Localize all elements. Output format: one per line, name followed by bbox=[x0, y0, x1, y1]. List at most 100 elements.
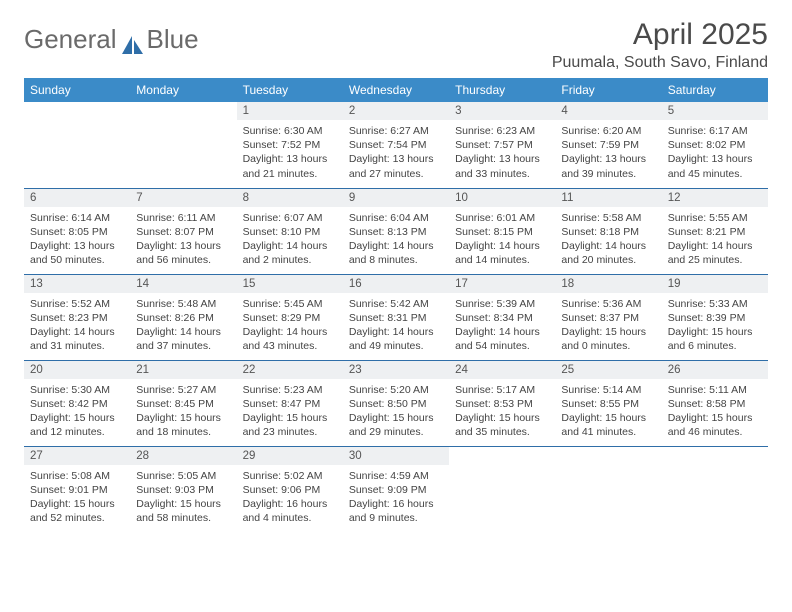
sunrise-line: Sunrise: 6:11 AM bbox=[136, 211, 230, 225]
daylight-line: Daylight: 13 hours and 45 minutes. bbox=[668, 152, 762, 180]
brand-part2: Blue bbox=[147, 24, 199, 55]
calendar-day-cell: 21Sunrise: 5:27 AMSunset: 8:45 PMDayligh… bbox=[130, 360, 236, 446]
sunrise-line: Sunrise: 5:11 AM bbox=[668, 383, 762, 397]
sunset-line: Sunset: 8:15 PM bbox=[455, 225, 549, 239]
daylight-line: Daylight: 14 hours and 2 minutes. bbox=[243, 239, 337, 267]
daylight-line: Daylight: 13 hours and 27 minutes. bbox=[349, 152, 443, 180]
sunrise-line: Sunrise: 5:05 AM bbox=[136, 469, 230, 483]
day-number: 19 bbox=[662, 275, 768, 293]
calendar-day-cell: 9Sunrise: 6:04 AMSunset: 8:13 PMDaylight… bbox=[343, 188, 449, 274]
sunrise-line: Sunrise: 5:27 AM bbox=[136, 383, 230, 397]
daylight-line: Daylight: 14 hours and 20 minutes. bbox=[561, 239, 655, 267]
sunset-line: Sunset: 8:45 PM bbox=[136, 397, 230, 411]
sunset-line: Sunset: 8:05 PM bbox=[30, 225, 124, 239]
daylight-line: Daylight: 15 hours and 35 minutes. bbox=[455, 411, 549, 439]
sunset-line: Sunset: 8:23 PM bbox=[30, 311, 124, 325]
calendar-week-row: 27Sunrise: 5:08 AMSunset: 9:01 PMDayligh… bbox=[24, 446, 768, 532]
sunset-line: Sunset: 9:09 PM bbox=[349, 483, 443, 497]
sunrise-line: Sunrise: 4:59 AM bbox=[349, 469, 443, 483]
weekday-header: Saturday bbox=[662, 78, 768, 102]
daylight-line: Daylight: 16 hours and 4 minutes. bbox=[243, 497, 337, 525]
sunset-line: Sunset: 9:01 PM bbox=[30, 483, 124, 497]
day-details: Sunrise: 5:48 AMSunset: 8:26 PMDaylight:… bbox=[130, 293, 236, 360]
sunset-line: Sunset: 8:02 PM bbox=[668, 138, 762, 152]
sunrise-line: Sunrise: 5:30 AM bbox=[30, 383, 124, 397]
calendar-day-cell: 7Sunrise: 6:11 AMSunset: 8:07 PMDaylight… bbox=[130, 188, 236, 274]
sunrise-line: Sunrise: 5:45 AM bbox=[243, 297, 337, 311]
sunset-line: Sunset: 8:58 PM bbox=[668, 397, 762, 411]
day-number: 17 bbox=[449, 275, 555, 293]
calendar-day-cell: .. bbox=[449, 446, 555, 532]
sunset-line: Sunset: 8:53 PM bbox=[455, 397, 549, 411]
day-details: Sunrise: 6:04 AMSunset: 8:13 PMDaylight:… bbox=[343, 207, 449, 274]
daylight-line: Daylight: 14 hours and 54 minutes. bbox=[455, 325, 549, 353]
calendar-table: SundayMondayTuesdayWednesdayThursdayFrid… bbox=[24, 78, 768, 532]
weekday-header: Friday bbox=[555, 78, 661, 102]
calendar-day-cell: 23Sunrise: 5:20 AMSunset: 8:50 PMDayligh… bbox=[343, 360, 449, 446]
sunset-line: Sunset: 8:50 PM bbox=[349, 397, 443, 411]
sunrise-line: Sunrise: 6:04 AM bbox=[349, 211, 443, 225]
sunrise-line: Sunrise: 6:14 AM bbox=[30, 211, 124, 225]
day-number: 12 bbox=[662, 189, 768, 207]
day-details: Sunrise: 5:27 AMSunset: 8:45 PMDaylight:… bbox=[130, 379, 236, 446]
sunset-line: Sunset: 7:57 PM bbox=[455, 138, 549, 152]
day-details: Sunrise: 5:58 AMSunset: 8:18 PMDaylight:… bbox=[555, 207, 661, 274]
day-number: 15 bbox=[237, 275, 343, 293]
day-details: Sunrise: 5:36 AMSunset: 8:37 PMDaylight:… bbox=[555, 293, 661, 360]
calendar-day-cell: 27Sunrise: 5:08 AMSunset: 9:01 PMDayligh… bbox=[24, 446, 130, 532]
day-details: Sunrise: 5:20 AMSunset: 8:50 PMDaylight:… bbox=[343, 379, 449, 446]
calendar-day-cell: 17Sunrise: 5:39 AMSunset: 8:34 PMDayligh… bbox=[449, 274, 555, 360]
day-details: Sunrise: 5:30 AMSunset: 8:42 PMDaylight:… bbox=[24, 379, 130, 446]
day-details: Sunrise: 5:14 AMSunset: 8:55 PMDaylight:… bbox=[555, 379, 661, 446]
calendar-day-cell: 13Sunrise: 5:52 AMSunset: 8:23 PMDayligh… bbox=[24, 274, 130, 360]
calendar-day-cell: 26Sunrise: 5:11 AMSunset: 8:58 PMDayligh… bbox=[662, 360, 768, 446]
sunrise-line: Sunrise: 5:39 AM bbox=[455, 297, 549, 311]
day-number: 11 bbox=[555, 189, 661, 207]
day-number: 10 bbox=[449, 189, 555, 207]
day-number: 2 bbox=[343, 102, 449, 120]
sunrise-line: Sunrise: 5:33 AM bbox=[668, 297, 762, 311]
calendar-day-cell: 2Sunrise: 6:27 AMSunset: 7:54 PMDaylight… bbox=[343, 102, 449, 188]
day-details: Sunrise: 5:52 AMSunset: 8:23 PMDaylight:… bbox=[24, 293, 130, 360]
day-details: Sunrise: 5:39 AMSunset: 8:34 PMDaylight:… bbox=[449, 293, 555, 360]
daylight-line: Daylight: 14 hours and 49 minutes. bbox=[349, 325, 443, 353]
calendar-day-cell: 16Sunrise: 5:42 AMSunset: 8:31 PMDayligh… bbox=[343, 274, 449, 360]
calendar-day-cell: 14Sunrise: 5:48 AMSunset: 8:26 PMDayligh… bbox=[130, 274, 236, 360]
day-number: 23 bbox=[343, 361, 449, 379]
calendar-day-cell: 22Sunrise: 5:23 AMSunset: 8:47 PMDayligh… bbox=[237, 360, 343, 446]
brand-part1: General bbox=[24, 24, 117, 55]
daylight-line: Daylight: 15 hours and 41 minutes. bbox=[561, 411, 655, 439]
sunrise-line: Sunrise: 6:23 AM bbox=[455, 124, 549, 138]
daylight-line: Daylight: 15 hours and 52 minutes. bbox=[30, 497, 124, 525]
calendar-day-cell: 3Sunrise: 6:23 AMSunset: 7:57 PMDaylight… bbox=[449, 102, 555, 188]
day-number: 26 bbox=[662, 361, 768, 379]
calendar-day-cell: 5Sunrise: 6:17 AMSunset: 8:02 PMDaylight… bbox=[662, 102, 768, 188]
calendar-day-cell: 19Sunrise: 5:33 AMSunset: 8:39 PMDayligh… bbox=[662, 274, 768, 360]
day-number: 3 bbox=[449, 102, 555, 120]
day-details: Sunrise: 5:11 AMSunset: 8:58 PMDaylight:… bbox=[662, 379, 768, 446]
day-details: Sunrise: 6:17 AMSunset: 8:02 PMDaylight:… bbox=[662, 120, 768, 187]
calendar-day-cell: 25Sunrise: 5:14 AMSunset: 8:55 PMDayligh… bbox=[555, 360, 661, 446]
sunset-line: Sunset: 7:59 PM bbox=[561, 138, 655, 152]
calendar-day-cell: 1Sunrise: 6:30 AMSunset: 7:52 PMDaylight… bbox=[237, 102, 343, 188]
day-number: 27 bbox=[24, 447, 130, 465]
calendar-day-cell: 29Sunrise: 5:02 AMSunset: 9:06 PMDayligh… bbox=[237, 446, 343, 532]
sunset-line: Sunset: 8:29 PM bbox=[243, 311, 337, 325]
daylight-line: Daylight: 15 hours and 46 minutes. bbox=[668, 411, 762, 439]
sunrise-line: Sunrise: 5:58 AM bbox=[561, 211, 655, 225]
daylight-line: Daylight: 15 hours and 23 minutes. bbox=[243, 411, 337, 439]
day-details: Sunrise: 6:30 AMSunset: 7:52 PMDaylight:… bbox=[237, 120, 343, 187]
day-number: 29 bbox=[237, 447, 343, 465]
daylight-line: Daylight: 13 hours and 50 minutes. bbox=[30, 239, 124, 267]
calendar-day-cell: 28Sunrise: 5:05 AMSunset: 9:03 PMDayligh… bbox=[130, 446, 236, 532]
daylight-line: Daylight: 14 hours and 43 minutes. bbox=[243, 325, 337, 353]
day-number: 9 bbox=[343, 189, 449, 207]
sunset-line: Sunset: 8:10 PM bbox=[243, 225, 337, 239]
day-details: Sunrise: 5:02 AMSunset: 9:06 PMDaylight:… bbox=[237, 465, 343, 532]
day-details: Sunrise: 6:01 AMSunset: 8:15 PMDaylight:… bbox=[449, 207, 555, 274]
daylight-line: Daylight: 14 hours and 14 minutes. bbox=[455, 239, 549, 267]
sail-icon bbox=[122, 32, 144, 52]
sunset-line: Sunset: 8:47 PM bbox=[243, 397, 337, 411]
weekday-header: Tuesday bbox=[237, 78, 343, 102]
day-number: 22 bbox=[237, 361, 343, 379]
